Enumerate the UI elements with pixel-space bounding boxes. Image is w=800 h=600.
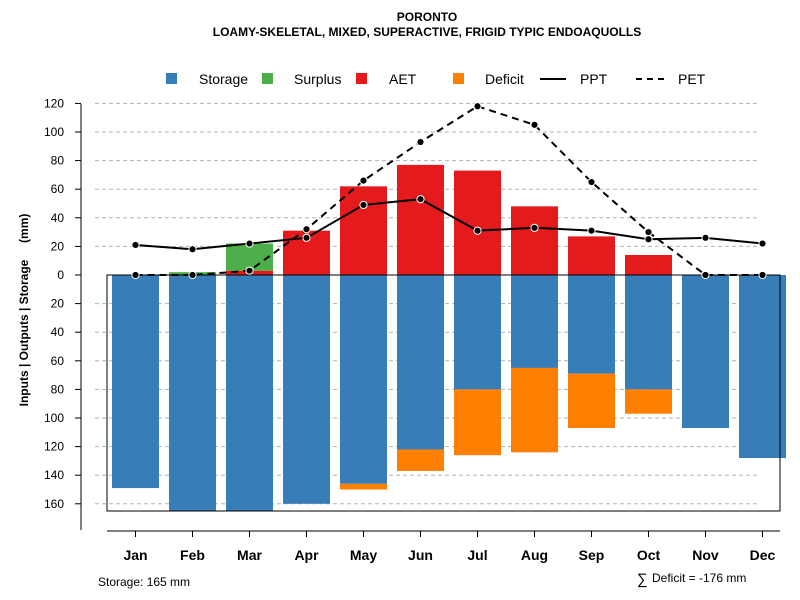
ppt-point — [359, 200, 368, 210]
aet-bar — [568, 236, 615, 275]
pet-point — [473, 102, 482, 111]
legend-label-surplus: Surplus — [294, 71, 341, 87]
pet-point — [530, 120, 539, 129]
deficit-bar — [625, 389, 672, 414]
ppt-point — [302, 233, 311, 242]
pet-point — [188, 270, 197, 280]
legend-label-aet: AET — [389, 71, 417, 87]
x-tick-label: Mar — [237, 547, 262, 563]
x-tick-label: Apr — [294, 547, 319, 563]
y-tick-label: 20 — [51, 297, 65, 311]
x-tick-label: Aug — [521, 547, 548, 563]
pet-point — [587, 177, 596, 187]
x-tick-label: Jan — [123, 547, 147, 563]
series-lines — [131, 102, 767, 280]
pet-point — [644, 228, 653, 237]
x-axis: Jan Feb Mar Apr May Jun Jul Aug Sep Oct Nov Dec — [107, 530, 780, 563]
deficit-bar — [340, 483, 387, 490]
legend-label-deficit: Deficit — [485, 71, 524, 87]
storage-bar — [283, 275, 330, 504]
ppt-point — [188, 245, 197, 254]
storage-bar — [340, 275, 387, 484]
ppt-point — [131, 240, 140, 250]
y-axis: 120 100 80 60 40 20 0 20 40 60 80 100 120 140 160 — [44, 96, 82, 530]
ppt-point — [530, 223, 539, 232]
legend-label-storage: Storage — [199, 71, 248, 87]
y-tick-label: 0 — [57, 268, 64, 282]
y-axis-label: Inputs | Outputs | Storage (mm) — [17, 214, 31, 407]
y-tick-label: 80 — [51, 382, 65, 396]
storage-bar — [625, 275, 672, 390]
x-tick-label: Dec — [750, 547, 776, 563]
x-tick-label: Jul — [467, 547, 487, 563]
legend: Storage Surplus AET Deficit PPT PET — [166, 71, 706, 87]
y-tick-label: 160 — [44, 497, 64, 511]
aet-bar — [454, 170, 501, 275]
y-tick-label: 80 — [51, 154, 65, 168]
aet-bar — [625, 254, 672, 275]
sum-symbol: ∑ — [637, 571, 648, 588]
pet-point — [359, 176, 368, 185]
pet-point — [302, 225, 311, 234]
bars — [112, 164, 786, 511]
y-tick-label: 120 — [44, 96, 64, 110]
y-tick-label: 40 — [51, 325, 65, 339]
aet-bar — [340, 186, 387, 275]
y-tick-label: 20 — [51, 239, 65, 253]
y-tick-label: 40 — [51, 211, 65, 225]
ppt-point — [245, 239, 254, 248]
pet-point — [131, 270, 140, 280]
legend-swatch-storage — [166, 73, 177, 84]
deficit-bar — [568, 373, 615, 429]
ppt-point — [473, 226, 482, 235]
ppt-point — [416, 195, 425, 204]
legend-swatch-aet — [356, 73, 367, 84]
storage-bar — [397, 275, 444, 450]
ppt-point — [587, 226, 596, 235]
storage-bar — [568, 275, 615, 374]
chart-title: PORONTO — [397, 10, 457, 24]
legend-label-ppt: PPT — [580, 71, 608, 87]
storage-bar — [169, 275, 216, 511]
x-tick-label: Jun — [408, 547, 433, 563]
deficit-bar — [454, 389, 501, 456]
aet-bar — [511, 206, 558, 275]
pet-point — [701, 270, 710, 280]
y-tick-label: 140 — [44, 468, 64, 482]
deficit-bar — [511, 367, 558, 453]
x-tick-label: Nov — [692, 547, 719, 563]
y-tick-label: 100 — [44, 125, 64, 139]
storage-bar — [226, 275, 273, 511]
ppt-point — [701, 233, 710, 242]
x-tick-label: Sep — [579, 547, 605, 563]
deficit-footnote: Deficit = -176 mm — [652, 571, 746, 585]
ppt-point — [644, 235, 653, 244]
storage-bar — [682, 275, 729, 429]
pet-point — [416, 137, 425, 147]
legend-label-pet: PET — [678, 71, 706, 87]
pet-point — [245, 266, 254, 275]
x-tick-label: Oct — [637, 547, 661, 563]
x-tick-label: Feb — [180, 547, 205, 563]
legend-swatch-surplus — [262, 73, 273, 84]
x-tick-label: May — [350, 547, 377, 563]
surplus-bar — [226, 243, 273, 271]
storage-footnote: Storage: 165 mm — [98, 575, 190, 589]
ppt-line — [135, 198, 763, 251]
storage-bar — [454, 275, 501, 390]
ppt-point — [758, 239, 767, 248]
storage-bar — [511, 275, 558, 368]
y-tick-label: 120 — [44, 440, 64, 454]
y-tick-label: 100 — [44, 411, 64, 425]
storage-bar — [739, 275, 786, 459]
chart-subtitle: LOAMY-SKELETAL, MIXED, SUPERACTIVE, FRIG… — [213, 25, 641, 39]
y-tick-label: 60 — [51, 182, 65, 196]
legend-swatch-deficit — [453, 73, 464, 84]
y-tick-label: 60 — [51, 354, 65, 368]
storage-bar — [112, 275, 159, 489]
aet-bar — [397, 164, 444, 275]
pet-point — [758, 270, 767, 280]
deficit-bar — [397, 449, 444, 471]
